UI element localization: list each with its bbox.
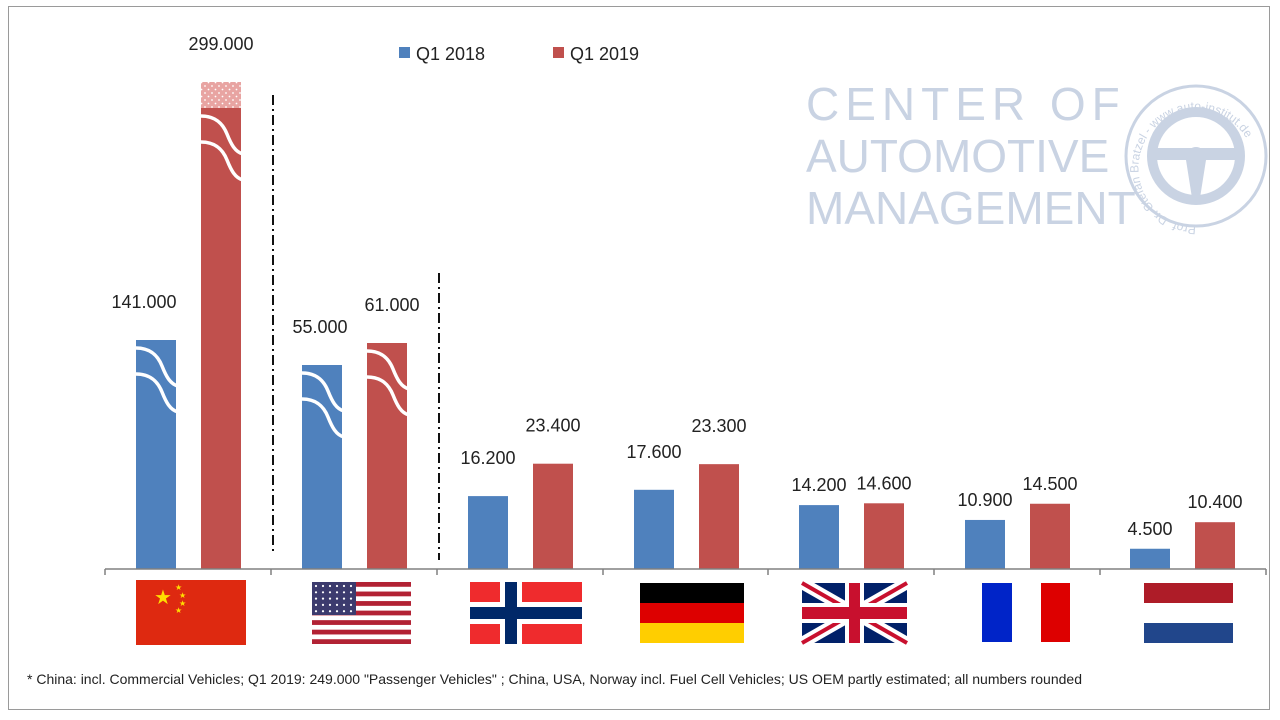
data-label-united-kingdom-q1-2019: 14.600 bbox=[856, 473, 911, 493]
bar-china-q1-2019 bbox=[201, 82, 241, 569]
data-label-norway-q1-2019: 23.400 bbox=[525, 416, 580, 436]
axis-break-wave-mark bbox=[366, 375, 410, 417]
axis-break-wave-mark bbox=[301, 397, 345, 439]
france-flag bbox=[982, 583, 1070, 642]
germany-flag bbox=[640, 583, 744, 643]
bar-united-kingdom-q1-2019 bbox=[864, 503, 904, 569]
data-label-netherlands-q1-2018: 4.500 bbox=[1127, 519, 1172, 539]
axis-break-wave-mark bbox=[135, 372, 179, 414]
data-label-netherlands-q1-2019: 10.400 bbox=[1187, 492, 1242, 512]
bar-germany-q1-2019 bbox=[699, 464, 739, 569]
x-axis bbox=[104, 568, 1267, 575]
data-label-usa-q1-2019: 61.000 bbox=[364, 295, 419, 315]
data-label-germany-q1-2019: 23.300 bbox=[691, 416, 746, 436]
legend-label-q1-2018: Q1 2018 bbox=[416, 44, 485, 64]
bar-netherlands-q1-2019 bbox=[1195, 522, 1235, 569]
norway-flag bbox=[470, 582, 582, 644]
legend-swatch-q1-2018 bbox=[399, 47, 410, 58]
svg-text:★: ★ bbox=[179, 591, 186, 600]
steering-wheel-seal-icon: Prof. Dr. Stefan Bratzel - www.auto-inst… bbox=[1124, 84, 1268, 237]
axis-break-wave-mark bbox=[135, 346, 179, 388]
legend: Q1 2018 Q1 2019 bbox=[399, 44, 639, 64]
svg-text:★: ★ bbox=[175, 583, 182, 592]
svg-text:★: ★ bbox=[179, 599, 186, 608]
data-label-france-q1-2019: 14.500 bbox=[1022, 474, 1077, 494]
data-label-germany-q1-2018: 17.600 bbox=[626, 442, 681, 462]
center-of-automotive-management-logo: CENTER OF AUTOMOTIVE MANAGEMENT Prof. Dr… bbox=[806, 78, 1268, 237]
bar-china-q1-2019-commercial-vehicle-share bbox=[201, 82, 241, 108]
legend-swatch-q1-2019 bbox=[553, 47, 564, 58]
axis-break-wave-mark bbox=[366, 349, 410, 391]
logo-line-1: CENTER OF bbox=[806, 78, 1126, 130]
bar-france-q1-2018 bbox=[965, 519, 1005, 569]
svg-text:★: ★ bbox=[154, 585, 172, 609]
bar-united-kingdom-q1-2018 bbox=[799, 505, 839, 569]
data-label-france-q1-2018: 10.900 bbox=[957, 490, 1012, 510]
usa-flag bbox=[312, 582, 411, 644]
bar-norway-q1-2019 bbox=[533, 463, 573, 569]
bar-germany-q1-2018 bbox=[634, 489, 674, 569]
data-label-norway-q1-2018: 16.200 bbox=[460, 448, 515, 468]
legend-label-q1-2019: Q1 2019 bbox=[570, 44, 639, 64]
bar-norway-q1-2018 bbox=[468, 496, 508, 569]
logo-line-2: AUTOMOTIVE bbox=[806, 130, 1109, 182]
data-labels-layer: 141.000 299.000 55.000 61.000 16.200 23.400 17… bbox=[111, 34, 1242, 539]
axis-break-wave-mark bbox=[200, 140, 244, 182]
svg-text:★: ★ bbox=[175, 606, 182, 615]
data-label-china-q1-2018: 141.000 bbox=[111, 292, 176, 312]
footnote: * China: incl. Commercial Vehicles; Q1 2… bbox=[27, 671, 1082, 687]
bar-netherlands-q1-2018 bbox=[1130, 548, 1170, 569]
data-label-china-q1-2019: 299.000 bbox=[188, 34, 253, 54]
bars-layer bbox=[135, 82, 1235, 569]
data-label-united-kingdom-q1-2018: 14.200 bbox=[791, 475, 846, 495]
logo-line-3: MANAGEMENT bbox=[806, 182, 1136, 234]
bar-france-q1-2019 bbox=[1030, 503, 1070, 569]
netherlands-flag bbox=[1144, 583, 1233, 643]
china-flag: ★ ★ ★ ★ ★ bbox=[136, 580, 246, 645]
bar-usa-q1-2018 bbox=[302, 365, 342, 569]
data-label-usa-q1-2018: 55.000 bbox=[292, 317, 347, 337]
axis-break-wave-mark bbox=[200, 114, 244, 156]
axis-break-wave-mark bbox=[301, 371, 345, 413]
united-kingdom-flag bbox=[799, 577, 910, 649]
